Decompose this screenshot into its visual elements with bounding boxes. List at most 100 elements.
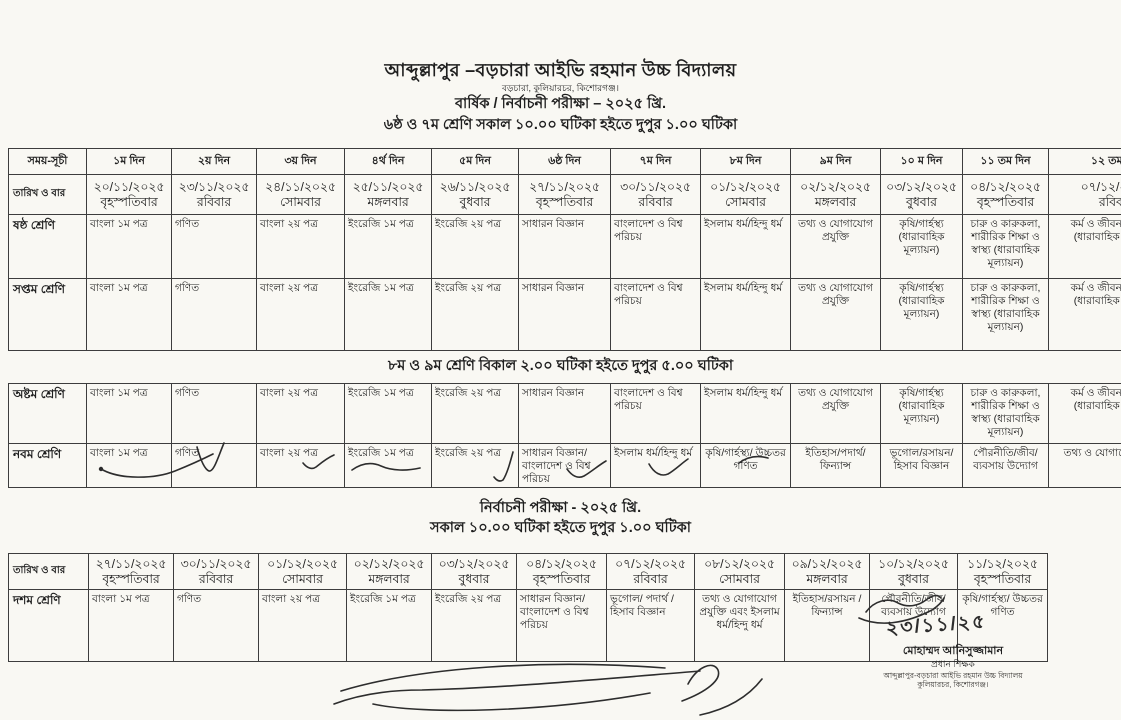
class-8-row: অষ্টম শ্রেণি বাংলা ১ম পত্র গণিত বাংলা ২য… (8, 383, 1121, 444)
day-header-cell: ৬ষ্ঠ দিন (518, 148, 611, 175)
subject-cell: গণিত (173, 589, 259, 662)
subject-cell: বাংলা ১ম পত্র (86, 278, 172, 351)
date-cell: ২৭/১১/২০২৫ বৃহস্পতিবার (88, 553, 174, 590)
subject-cell: ইসলাম ধর্ম/হিন্দু ধর্ম (700, 214, 791, 279)
subject-cell: ইসলাম ধর্ম/হিন্দু ধর্ম (610, 442, 701, 489)
headmaster-signature (699, 678, 763, 716)
subject-cell: ইংরেজি ২য় পত্র (431, 278, 519, 351)
session2-title: ৮ম ও ৯ম শ্রেণি বিকাল ২.০০ ঘটিকা হইতে দুপ… (387, 358, 734, 374)
subject-cell: ইংরেজি ২য় পত্র (431, 214, 519, 279)
date-row: তারিখ ও বার ২০/১১/২০২৫ বৃহস্পতিবার ২৩/১১… (8, 174, 1121, 215)
subject-cell: সাধারন বিজ্ঞান (518, 214, 611, 279)
date-cell: ০৩/১২/২০২৫ বুধবার (431, 553, 517, 590)
school-address: বড়চারা, কুলিয়ারচর, কিশোরগঞ্জ। (502, 82, 619, 93)
subject-cell: বাংলা ২য় পত্র (256, 278, 345, 351)
subject-cell: বাংলা ১ম পত্র (86, 214, 172, 279)
session3-title: নির্বাচনী পরীক্ষা - ২০২৫ খ্রি. সকাল ১০.০… (0, 499, 1121, 538)
day-header-cell: ৪র্থ দিন (344, 148, 432, 175)
subject-cell: বাংলা ১ম পত্র (86, 442, 172, 489)
document-header: আব্দুল্লাপুর –বড়চারা আইভি রহমান উচ্চ বি… (0, 60, 1121, 134)
day-header-cell: ৩য় দিন (256, 148, 345, 175)
subject-cell: বাংলা ২য় পত্র (258, 589, 347, 662)
subject-cell: ইসলাম ধর্ম/হিন্দু ধর্ম (700, 278, 791, 351)
date-cell: ২৭/১১/২০২৫ বৃহস্পতিবার (518, 174, 611, 215)
subject-cell: ইংরেজি ১ম পত্র (346, 589, 432, 662)
signatory-title: প্রধান শিক্ষক (931, 658, 975, 669)
date-cell: ১১/১২/২০২৫ বৃহস্পতিবার (957, 553, 1048, 590)
subject-cell: তথ্য ও যোগাযোগ প্রযুক্তি এবং ইসলাম ধর্ম/… (694, 589, 785, 662)
class-label: অষ্টম শ্রেণি (8, 383, 87, 444)
headmaster-signature (340, 663, 666, 692)
signatory-organization: আব্দুল্লাপুর-বড়চারা আইভি রহমান উচ্চ বিদ… (883, 670, 1023, 680)
subject-cell: কৃষি/গার্হস্থ্য (ধারাবাহিক মূল্যায়ন) (880, 278, 963, 351)
subject-cell: চারু ও কারুকলা, শারীরিক শিক্ষা ও স্বাস্থ… (962, 278, 1049, 351)
subject-cell: বাংলাদেশ ও বিশ্ব পরিচয় (610, 383, 701, 444)
date-cell: ০১/১২/২০২৫ সোমবার (700, 174, 791, 215)
date-cell: ২৪/১১/২০২৫ সোমবার (256, 174, 345, 215)
subject-cell: চারু ও কারুকলা, শারীরিক শিক্ষা ও স্বাস্থ… (962, 383, 1049, 444)
subject-cell: তথ্য ও যোগাযোগ প্রযুক্তি (790, 278, 881, 351)
class-9-row: নবম শ্রেণি বাংলা ১ম পত্র গণিত বাংলা ২য় … (8, 442, 1121, 489)
date-cell: ০৭/১২/২০২৫ রবিবার (1048, 174, 1121, 215)
date-cell: ০৩/১২/২০২৫ বুধবার (880, 174, 963, 215)
class-7-row: সপ্তম শ্রেণি বাংলা ১ম পত্র গণিত বাংলা ২য… (8, 278, 1121, 351)
class-label: সপ্তম শ্রেণি (8, 278, 87, 351)
session3-schedule: সকাল ১০.০০ ঘটিকা হইতে দুপুর ১.০০ ঘটিকা (430, 519, 691, 536)
exam-table-class-6-7: সময়-সূচী ১ম দিন ২য় দিন ৩য় দিন ৪র্থ দি… (8, 148, 1121, 351)
date-cell: ২০/১১/২০২৫ বৃহস্পতিবার (86, 174, 172, 215)
day-header-cell: ১০ ম দিন (880, 148, 963, 175)
subject-cell: বাংলাদেশ ও বিশ্ব পরিচয় (610, 214, 701, 279)
date-row-label: তারিখ ও বার (8, 553, 89, 590)
subject-cell: বাংলা ২য় পত্র (256, 214, 345, 279)
subject-cell: ইংরেজি ২য় পত্র (431, 589, 517, 662)
subject-cell: ইংরেজি ১ম পত্র (344, 383, 432, 444)
subject-cell: বাংলা ১ম পত্র (88, 589, 174, 662)
subject-cell: তথ্য ও যোগাযোগ প্রযুক্তি (1048, 442, 1121, 489)
subject-cell: তথ্য ও যোগাযোগ প্রযুক্তি (790, 383, 881, 444)
day-header-cell: ৮ম দিন (700, 148, 791, 175)
headmaster-signature (681, 664, 720, 702)
date-cell: ২৬/১১/২০২৫ বুধবার (431, 174, 519, 215)
subject-cell: কর্ম ও জীবনমুখী শিক্ষা (ধারাবাহিক মূল্যা… (1048, 214, 1121, 279)
day-header-cell: ৯ম দিন (790, 148, 881, 175)
subject-cell: ইংরেজি ১ম পত্র (344, 214, 432, 279)
subject-cell: সাধারন বিজ্ঞান/ বাংলাদেশ ও বিশ্ব পরিচয় (518, 442, 611, 489)
subject-cell: সাধারন বিজ্ঞান/ বাংলাদেশ ও বিশ্ব পরিচয় (516, 589, 607, 662)
date-cell: ১০/১২/২০২৫ বুধবার (869, 553, 958, 590)
session3-exam-title: নির্বাচনী পরীক্ষা - ২০২৫ খ্রি. (479, 500, 642, 516)
subject-cell: ইতিহাস/পদার্থ/ ফিন্যান্স (790, 442, 881, 489)
class-label: ষষ্ঠ শ্রেণি (8, 214, 87, 279)
subject-cell: বাংলা ২য় পত্র (256, 383, 345, 444)
subject-cell: পৌরনীতি/জীব/ ব্যবসায় উদ্যোগ (962, 442, 1049, 489)
subject-cell: বাংলা ২য় পত্র (256, 442, 345, 489)
subject-cell: বাংলাদেশ ও বিশ্ব পরিচয় (610, 278, 701, 351)
exam-title: বার্ষিক / নির্বাচনী পরীক্ষা – ২০২৫ খ্রি. (454, 95, 667, 112)
session1-schedule: ৬ষ্ঠ ও ৭ম শ্রেণি সকাল ১০.০০ ঘটিকা হইতে দ… (383, 116, 738, 133)
day-header-cell: ৭ম দিন (610, 148, 701, 175)
date-cell: ০৪/১২/২০২৫ বৃহস্পতিবার (516, 553, 607, 590)
school-name: আব্দুল্লাপুর –বড়চারা আইভি রহমান উচ্চ বি… (384, 60, 737, 80)
subject-cell: কৃষি/গার্হস্থ্য/ উচ্চতর গণিত (700, 442, 791, 489)
date-cell: ০১/১২/২০২৫ সোমবার (258, 553, 347, 590)
day-header-row: সময়-সূচী ১ম দিন ২য় দিন ৩য় দিন ৪র্থ দি… (8, 148, 1121, 175)
headmaster-signature (372, 692, 651, 712)
date-cell: ০৪/১২/২০২৫ বৃহস্পতিবার (962, 174, 1049, 215)
subject-cell: কৃষি/গার্হস্থ্য/ উচ্চতর গণিত (957, 589, 1048, 662)
subject-cell: বাংলা ১ম পত্র (86, 383, 172, 444)
class-label: নবম শ্রেণি (8, 442, 87, 489)
headmaster-signature (333, 670, 701, 705)
subject-cell: গণিত (171, 383, 257, 444)
subject-cell: ইংরেজি ১ম পত্র (344, 442, 432, 489)
date-cell: ২৩/১১/২০২৫ রবিবার (171, 174, 257, 215)
subject-cell: সাধারন বিজ্ঞান (518, 278, 611, 351)
subject-cell: গণিত (171, 214, 257, 279)
date-cell: ৩০/১১/২০২৫ রবিবার (173, 553, 259, 590)
day-header-cell: ২য় দিন (171, 148, 257, 175)
date-cell: ০৭/১২/২০২৫ রবিবার (606, 553, 695, 590)
day-header-cell: ১২ তম দিন (1048, 148, 1121, 175)
subject-cell: ইতিহাস/রসায়ন / ফিন্যান্স (784, 589, 870, 662)
subject-cell: চারু ও কারুকলা, শারীরিক শিক্ষা ও স্বাস্থ… (962, 214, 1049, 279)
date-cell: ০২/১২/২০২৫ মঙ্গলবার (346, 553, 432, 590)
subject-cell: ইংরেজি ২য় পত্র (431, 383, 519, 444)
